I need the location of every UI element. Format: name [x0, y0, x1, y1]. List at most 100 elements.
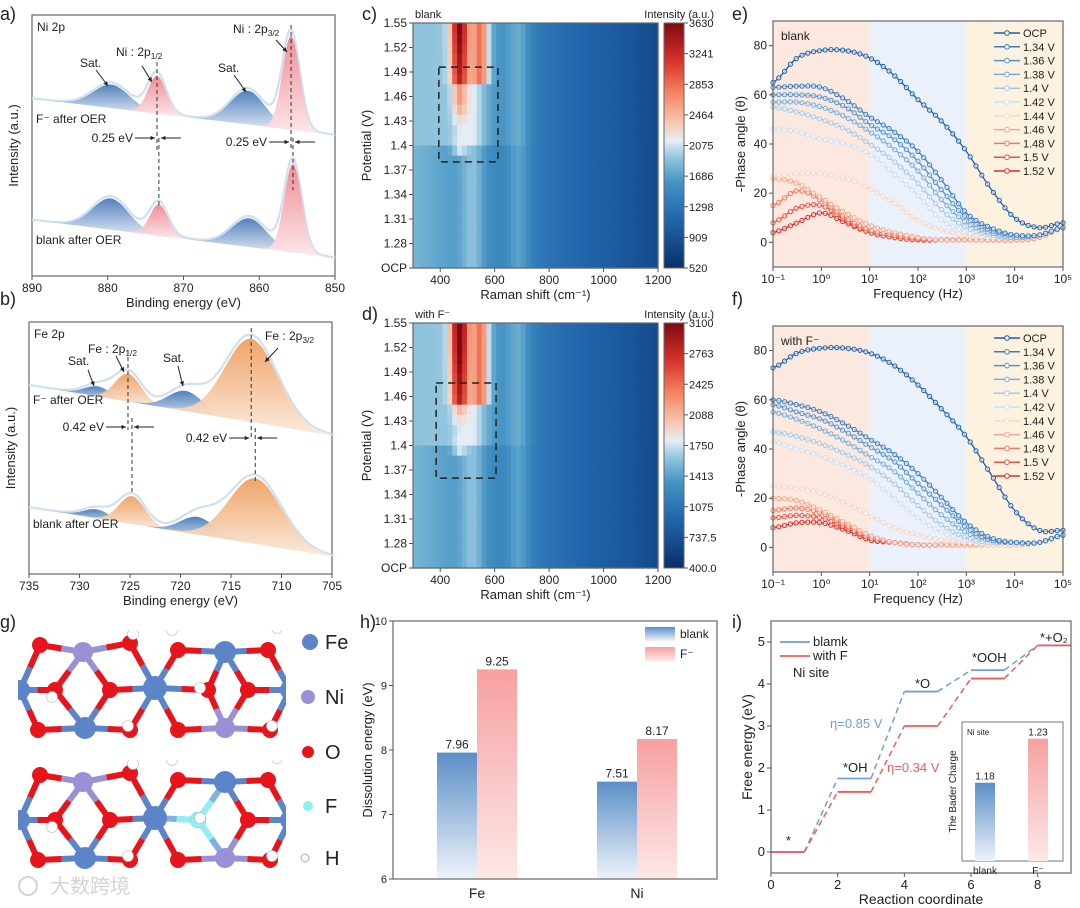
heatmap-cell [623, 125, 630, 136]
heatmap-cell [550, 547, 556, 559]
main-peak [262, 163, 324, 257]
heatmap-cell [560, 527, 566, 538]
heatmap-cell [530, 333, 537, 345]
heatmap-cell [515, 257, 522, 269]
heatmap-cell [432, 104, 439, 116]
heatmap-cell [643, 165, 649, 177]
data-point [909, 542, 915, 548]
data-point [840, 427, 846, 433]
heatmap-cell [535, 63, 541, 75]
panel-label: c) [362, 4, 377, 24]
heatmap-cell [560, 547, 566, 559]
heatmap-cell [417, 33, 424, 45]
fe-atom [280, 680, 286, 700]
heatmap-cell [520, 557, 527, 569]
heatmap-cell [447, 374, 453, 385]
data-point [1008, 539, 1014, 545]
heatmap-cell [462, 374, 468, 385]
data-point [892, 73, 898, 79]
heatmap-cell [442, 394, 448, 406]
heatmap-cell [535, 374, 541, 385]
data-point [932, 517, 939, 524]
heatmap-cell [594, 455, 600, 467]
heatmap-cell [476, 374, 483, 385]
heatmap-cell [452, 196, 458, 208]
heatmap-cell [594, 374, 600, 385]
heatmap-cell [628, 227, 635, 238]
heatmap-cell [466, 333, 473, 345]
heatmap-cell [535, 516, 541, 528]
heatmap-cell [471, 374, 478, 385]
heatmap-cell [437, 425, 443, 436]
heatmap-cell [584, 227, 590, 238]
heatmap-cell [589, 333, 595, 345]
heatmap-cell [466, 135, 473, 147]
x-tick-label: 800 [539, 573, 559, 587]
heatmap-cell [545, 257, 551, 269]
data-point [921, 486, 927, 492]
heatmap-cell [535, 247, 541, 259]
legend-marker [1004, 418, 1010, 424]
heatmap-cell [530, 363, 537, 375]
heatmap-cell [452, 125, 458, 136]
heatmap-cell [462, 547, 468, 559]
heatmap-cell [628, 343, 635, 355]
heatmap-cell [427, 63, 434, 75]
heatmap-cell [574, 496, 581, 508]
data-point [909, 475, 915, 481]
heatmap-cell [447, 343, 453, 355]
heatmap-cell [564, 216, 571, 228]
heatmap-cell [540, 125, 546, 136]
data-point [956, 220, 962, 226]
heatmap-cell [432, 527, 439, 538]
heatmap-cell [560, 455, 566, 467]
heatmap-cell [496, 237, 502, 249]
heatmap-cell [481, 333, 488, 345]
data-point [869, 437, 875, 443]
heatmap-cell [599, 363, 605, 375]
heatmap-cell [427, 384, 434, 396]
heatmap-cell [589, 227, 595, 238]
heatmap-cell [633, 465, 639, 477]
data-point [898, 78, 904, 85]
data-point [898, 501, 904, 507]
heatmap-cell [643, 353, 649, 365]
heatmap-cell [491, 63, 497, 75]
heatmap-cell [462, 186, 468, 198]
heatmap-cell [604, 155, 610, 167]
heatmap-cell [535, 404, 541, 416]
data-point [811, 212, 817, 218]
heatmap-cell [623, 84, 630, 96]
heatmap-cell [545, 557, 551, 569]
heatmap-cell [638, 196, 644, 208]
heatmap-cell [511, 486, 517, 498]
heatmap-cell [413, 343, 419, 355]
heatmap-cell [569, 155, 576, 167]
data-point [874, 516, 881, 523]
heatmap-cell [437, 343, 443, 355]
heatmap-cell [525, 374, 532, 385]
heatmap-cell [633, 404, 639, 416]
heatmap-cell [653, 125, 659, 136]
heatmap-cell [643, 445, 649, 457]
data-point [816, 507, 823, 513]
data-point [944, 237, 950, 243]
heatmap-cell [643, 125, 649, 136]
heatmap-cell [569, 445, 576, 457]
heatmap-cell [466, 435, 473, 447]
arrow-head [147, 77, 152, 82]
heatmap-cell [506, 23, 512, 34]
heatmap-cell [491, 135, 497, 147]
legend-fe-atom-icon [302, 634, 318, 650]
heatmap-cell [643, 53, 649, 65]
main-peak [82, 373, 174, 410]
data-point [822, 118, 828, 124]
heatmap-cell [486, 527, 492, 538]
heatmap-cell [525, 465, 532, 477]
heatmap-cell [437, 476, 443, 487]
heatmap-cell [609, 343, 615, 355]
data-point [799, 188, 805, 194]
y-tick-label: 1.34 [384, 188, 408, 202]
heatmap-cell [604, 53, 610, 65]
legend-marker [1004, 459, 1010, 466]
